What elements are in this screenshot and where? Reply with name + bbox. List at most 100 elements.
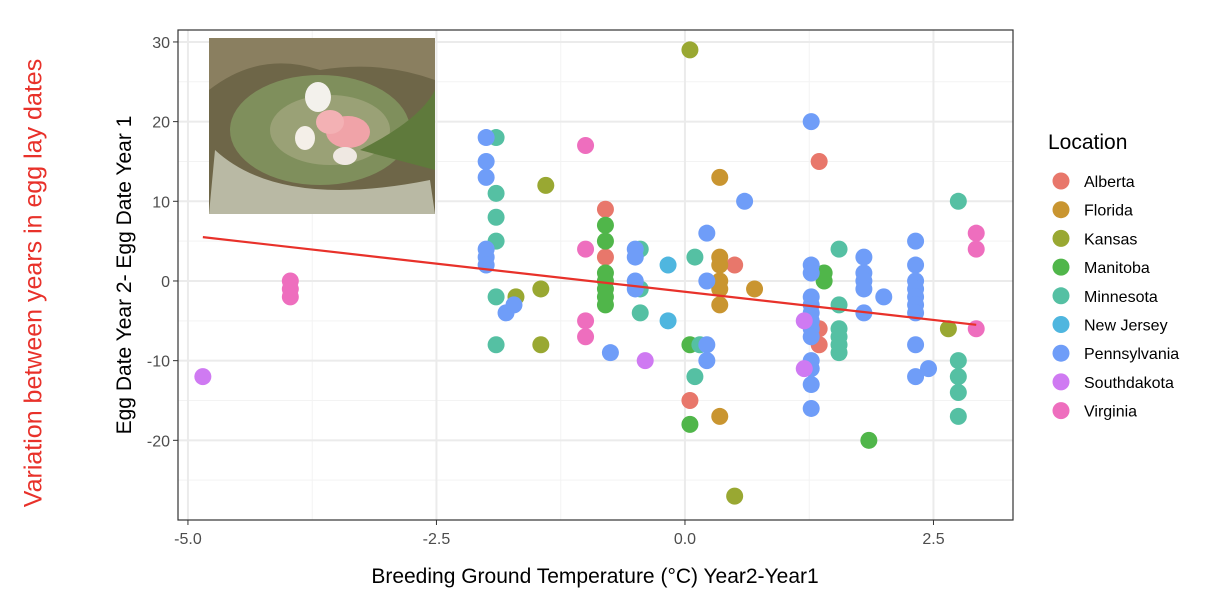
trend-line [202,236,977,326]
data-point-minnesota [631,304,649,322]
data-point-alberta [810,152,828,170]
legend-key [1052,201,1070,219]
data-point-pennsylvania [698,224,716,242]
data-point-manitoba [596,216,614,234]
legend-key [1052,344,1070,362]
legend-key [1052,258,1070,276]
data-point-manitoba [596,296,614,314]
data-point-pennsylvania [875,288,893,306]
data-point-minnesota [686,248,704,266]
data-point-manitoba [860,431,878,449]
data-point-alberta [681,391,699,409]
y-axis-label: Egg Date Year 2- Egg Date Year 1 [113,116,136,435]
data-point-pennsylvania [920,360,938,378]
x-tick-label: 0.0 [674,531,696,548]
data-point-alberta [596,248,614,266]
data-point-minnesota [487,336,505,354]
data-point-pennsylvania [698,272,716,290]
data-point-pennsylvania [698,336,716,354]
data-point-pennsylvania [907,336,925,354]
data-point-minnesota [830,344,848,362]
data-point-florida [711,256,729,274]
data-point-pennsylvania [855,248,873,266]
x-tick-label: 2.5 [922,531,944,548]
data-point-minnesota [830,240,848,258]
trend-line-segment [202,236,977,326]
data-point-virginia [577,240,595,258]
legend-label: Minnesota [1084,289,1158,306]
legend-label: Kansas [1084,231,1137,248]
data-point-alberta [596,200,614,218]
data-point-virginia [577,137,595,155]
inset-photo [209,38,435,214]
legend-label: Florida [1084,203,1133,220]
data-point-pennsylvania [802,399,820,417]
data-point-kansas [939,320,957,338]
y-tick-label: -20 [147,433,170,450]
data-point-minnesota [686,368,704,386]
data-point-minnesota [949,384,967,402]
legend-label: Virginia [1084,404,1137,421]
data-point-alberta [726,256,744,274]
data-point-virginia [967,224,985,242]
legend-label: Southdakota [1084,375,1174,392]
data-point-pennsylvania [505,296,523,314]
x-tick-label: -5.0 [174,531,202,548]
y-tick-label: 30 [152,35,170,52]
data-point-florida [711,296,729,314]
data-point-pennsylvania [477,129,495,147]
data-point-minnesota [487,184,505,202]
data-point-pennsylvania [477,152,495,170]
legend-key [1052,172,1070,190]
legend-label: Alberta [1084,174,1135,191]
legend-key [1052,229,1070,247]
legend-key [1052,287,1070,305]
data-point-pennsylvania [698,352,716,370]
y-tick-label: 10 [152,194,170,211]
data-point-pennsylvania [601,344,619,362]
data-point-manitoba [681,415,699,433]
data-point-pennsylvania [736,192,754,210]
legend: Location Alberta Florida Kansas Manitoba Min… [1048,131,1179,421]
data-point-minnesota [949,352,967,370]
data-point-minnesota [949,368,967,386]
y-tick-label: 20 [152,115,170,132]
data-point-florida [711,407,729,425]
data-point-minnesota [949,407,967,425]
x-axis-label: Breeding Ground Temperature (°C) Year2-Y… [371,565,818,588]
data-point-pennsylvania [907,368,925,386]
data-point-manitoba [596,232,614,250]
data-point-southdakota [636,352,654,370]
data-point-kansas [532,280,550,298]
data-point-pennsylvania [907,232,925,250]
data-point-new-jersey [659,312,677,330]
legend-key [1052,373,1070,391]
data-point-virginia [577,328,595,346]
data-point-pennsylvania [855,280,873,298]
legend-label: Pennsylvania [1084,346,1179,363]
data-point-pennsylvania [907,256,925,274]
data-point-florida [746,280,764,298]
data-point-new-jersey [659,256,677,274]
axes: -5.0 -2.5 0.0 2.5 -20 -10 0 10 20 30 [147,35,945,548]
data-point-pennsylvania [802,264,820,282]
legend-title: Location [1048,131,1127,154]
data-point-pennsylvania [626,280,644,298]
x-tick-label: -2.5 [423,531,451,548]
y-tick-label: -10 [147,354,170,371]
data-point-pennsylvania [626,248,644,266]
data-point-manitoba [815,272,833,290]
legend-label: Manitoba [1084,260,1150,277]
legend-label: New Jersey [1084,318,1168,335]
data-point-pennsylvania [802,113,820,131]
data-point-kansas [681,41,699,59]
data-point-southdakota [795,360,813,378]
data-point-pennsylvania [802,376,820,394]
data-point-virginia [281,288,299,306]
legend-key [1052,402,1070,420]
data-point-pennsylvania [477,168,495,186]
plot-panel-border [177,29,1014,521]
data-point-florida [711,280,729,298]
data-point-virginia [967,240,985,258]
